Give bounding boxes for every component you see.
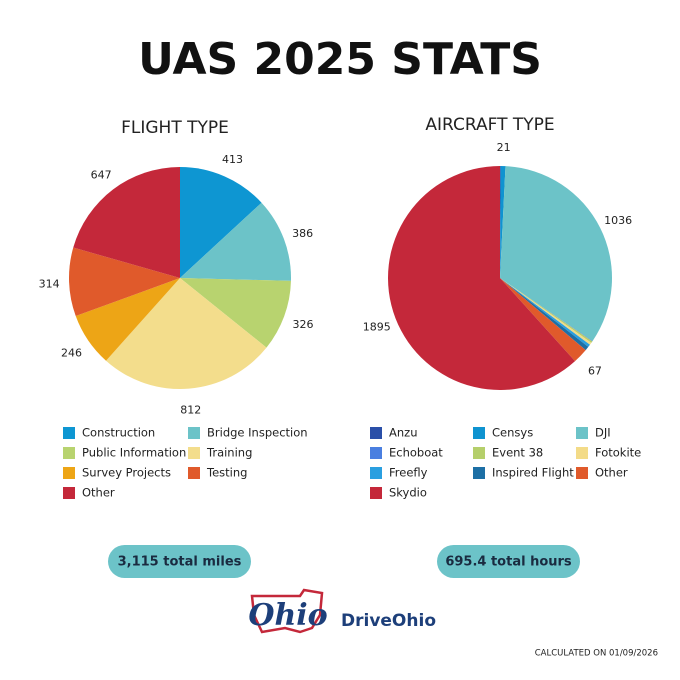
pie-slice [500,278,589,351]
logo-name: DriveOhio [341,611,436,631]
legend-swatch [576,427,588,439]
pie-slice [68,247,180,317]
pie-slice [180,167,262,278]
legend-label: Anzu [389,426,417,440]
pie-slice [500,278,592,345]
legend-label: Construction [82,426,155,440]
total-text: 3,115 total miles [118,555,242,570]
legend-swatch [63,427,75,439]
legend-swatch [63,487,75,499]
legend-swatch [370,467,382,479]
chart-title: FLIGHT TYPE [121,118,229,138]
pie-slice [75,278,180,361]
legend-label: DJI [595,426,611,440]
legend-label: Testing [206,466,247,480]
footnote: CALCULATED ON 01/09/2026 [535,649,658,659]
legend-label: Censys [492,426,533,440]
pie-slice [180,278,291,348]
legend-swatch [576,447,588,459]
data-label: 812 [180,404,201,417]
legend-swatch [473,427,485,439]
data-label: 1895 [363,320,391,333]
logo-outline [250,588,324,634]
logo-mark: Ohio [248,598,327,633]
total-text: 695.4 total hours [445,555,572,570]
chart-title: AIRCRAFT TYPE [425,115,554,135]
legend-label: Inspired Flight [492,466,574,480]
data-label: 1036 [604,214,632,227]
pie-slice [500,278,593,342]
legend-swatch [63,447,75,459]
data-label: 21 [497,141,511,154]
data-label: 326 [292,318,313,331]
pie-slice [180,202,291,281]
data-label: 246 [61,346,82,359]
legend-label: Echoboat [389,446,443,460]
legend-swatch [370,427,382,439]
legend-label: Survey Projects [82,466,171,480]
legend-label: Skydio [389,486,427,500]
pie-slice [73,167,180,278]
main-title: UAS 2025 STATS [138,34,542,85]
legend-label: Fotokite [595,446,641,460]
data-label: 67 [588,365,602,378]
data-label: 413 [222,153,243,166]
legend-swatch [576,467,588,479]
legend-swatch [370,447,382,459]
legend-swatch [370,487,382,499]
legend-label: Bridge Inspection [207,426,308,440]
legend-swatch [188,427,200,439]
pie-slice [388,166,576,390]
pie-slice [500,278,590,347]
pie-slice [500,278,586,362]
data-label: 647 [91,168,112,181]
data-label: 314 [39,278,60,291]
legend-label: Other [595,466,628,480]
legend-label: Other [82,486,115,500]
pie-slice [500,166,506,278]
legend-label: Freefly [389,466,428,480]
legend-swatch [473,467,485,479]
data-label: 386 [292,227,313,240]
pie-slice [106,278,267,389]
legend-swatch [188,447,200,459]
legend-swatch [188,467,200,479]
legend-label: Event 38 [492,446,543,460]
legend-label: Training [206,446,252,460]
pie-slice [500,278,593,343]
pie-slice [500,166,612,341]
legend-label: Public Information [82,446,186,460]
total-pill [108,545,251,578]
legend-swatch [63,467,75,479]
total-pill [437,545,580,578]
pie-slice [500,166,501,278]
legend-swatch [473,447,485,459]
